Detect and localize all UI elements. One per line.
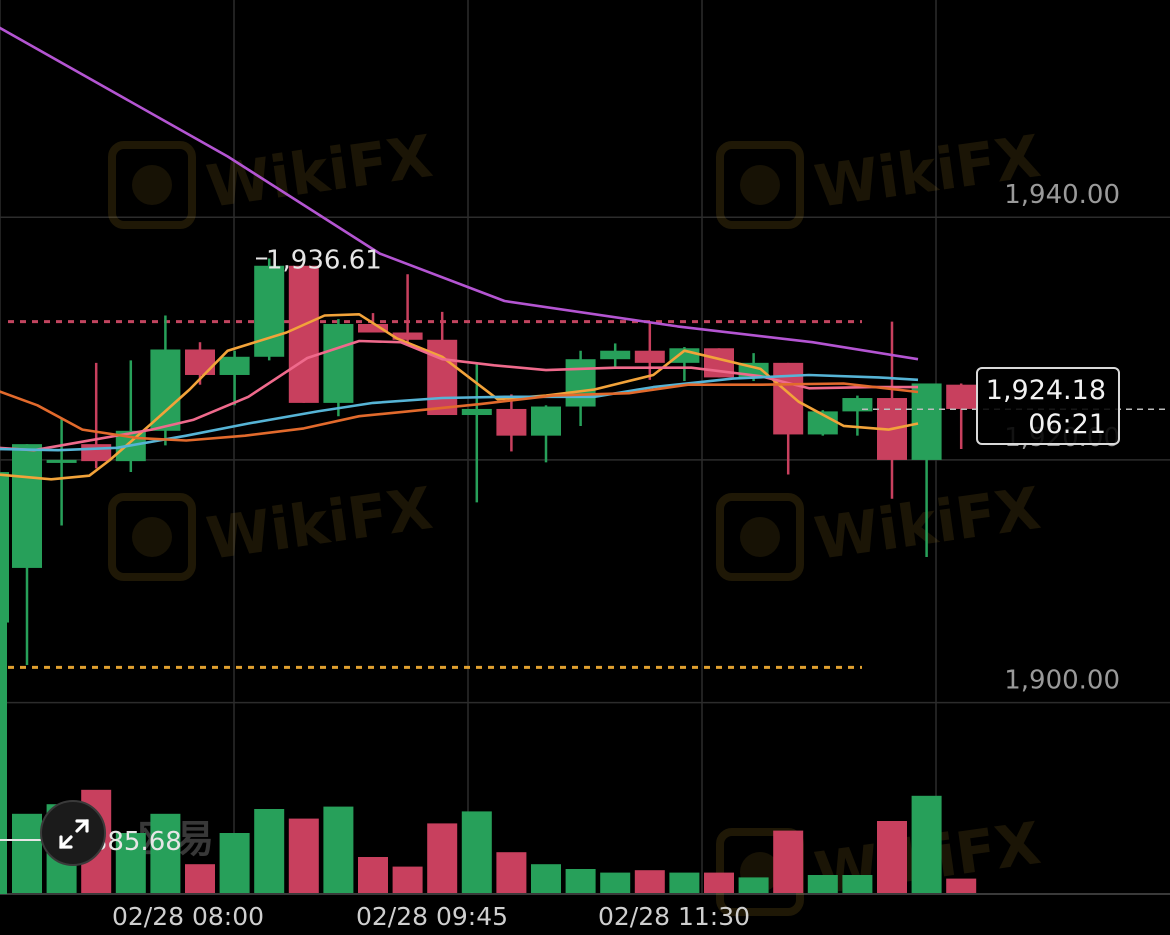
candle-body — [81, 444, 112, 462]
candle-body — [427, 339, 458, 416]
volume-bar — [704, 872, 734, 893]
volume-bar — [185, 864, 215, 893]
candle-body — [842, 398, 873, 412]
volume-bar — [461, 811, 492, 893]
x-tick-label: 02/28 09:45 — [356, 902, 508, 931]
expand-arrows-icon — [59, 819, 89, 849]
volume-bar — [877, 821, 907, 893]
wikifx-logo-icon — [716, 141, 804, 229]
current-price: 1,924.18 — [985, 375, 1106, 406]
volume-bar — [427, 823, 458, 893]
volume-bar — [773, 830, 804, 893]
candle-body — [565, 359, 596, 407]
x-tick-label: 02/28 11:30 — [598, 902, 750, 931]
candle-body — [600, 350, 631, 360]
volume-bar — [323, 806, 354, 893]
volume-bar — [115, 833, 146, 893]
candle-body — [150, 349, 181, 431]
current-price-box: 1,924.18 06:21 — [976, 367, 1120, 445]
moving-average-line — [0, 339, 918, 452]
candle-body — [254, 265, 285, 357]
volume-bar — [531, 864, 561, 893]
candle-body — [358, 324, 388, 333]
candle-body — [392, 332, 423, 340]
max-price-label: 1,936.61 — [266, 245, 382, 275]
candle-body — [773, 362, 804, 435]
volume-bar — [634, 870, 665, 893]
wikifx-logo-mark — [740, 517, 780, 557]
candle-countdown: 06:21 — [1028, 409, 1106, 440]
volume-bar — [254, 809, 285, 893]
volume-bar — [842, 875, 873, 893]
expand-button[interactable] — [40, 800, 106, 866]
candle-partial — [0, 472, 9, 623]
candle-body — [946, 384, 977, 409]
y-tick-label: 1,900.00 — [1004, 666, 1120, 696]
volume-bar — [392, 866, 423, 893]
volume-bar-partial — [0, 532, 7, 894]
moving-averages — [0, 26, 919, 481]
wikifx-logo-icon — [716, 493, 804, 581]
y-tick-label: 1,940.00 — [1004, 180, 1120, 210]
candle-body — [634, 350, 665, 363]
volume-bar — [946, 878, 977, 893]
volume-bar — [669, 872, 700, 893]
grid-lines — [0, 0, 1170, 895]
wikifx-watermark: WikiFX — [202, 474, 436, 573]
moving-average-line — [0, 373, 919, 452]
wikifx-logo-icon — [108, 493, 196, 581]
volume-bar — [738, 877, 769, 893]
candle-body — [288, 265, 319, 403]
wikifx-logo-mark — [740, 165, 780, 205]
wikifx-logo-mark — [132, 165, 172, 205]
candle-body — [219, 356, 250, 375]
wikifx-logo-icon — [108, 141, 196, 229]
volume-bar — [219, 833, 250, 893]
volume-bar — [911, 795, 942, 893]
wikifx-watermark: WikiFX — [202, 122, 436, 221]
candle-body — [185, 349, 215, 375]
volume-bar — [807, 875, 838, 893]
candle-body — [461, 408, 492, 416]
volume-bar — [565, 869, 596, 893]
candle-body — [807, 411, 838, 435]
wikifx-logo-mark — [132, 517, 172, 557]
candle-body — [531, 406, 561, 436]
candle-body — [12, 444, 42, 568]
volume-bar — [358, 857, 388, 893]
volume-bar — [600, 872, 631, 893]
watermark-layer: WikiFXWikiFXWikiFXWikiFXWikiFX欧易 — [108, 122, 1044, 916]
dashed-levels — [8, 320, 862, 669]
candle-body — [911, 383, 942, 460]
candles — [0, 258, 977, 666]
candle-body — [496, 408, 527, 436]
volume-bar — [12, 813, 42, 893]
volume-bar — [150, 813, 181, 893]
volume-bar — [496, 852, 527, 893]
x-tick-label: 02/28 08:00 — [112, 902, 264, 931]
volume-bar — [288, 818, 319, 893]
moving-average-line — [0, 382, 919, 442]
candle-body — [323, 324, 354, 403]
moving-average-line — [0, 26, 919, 361]
candle-body — [46, 459, 77, 463]
volume-bars — [0, 532, 977, 894]
